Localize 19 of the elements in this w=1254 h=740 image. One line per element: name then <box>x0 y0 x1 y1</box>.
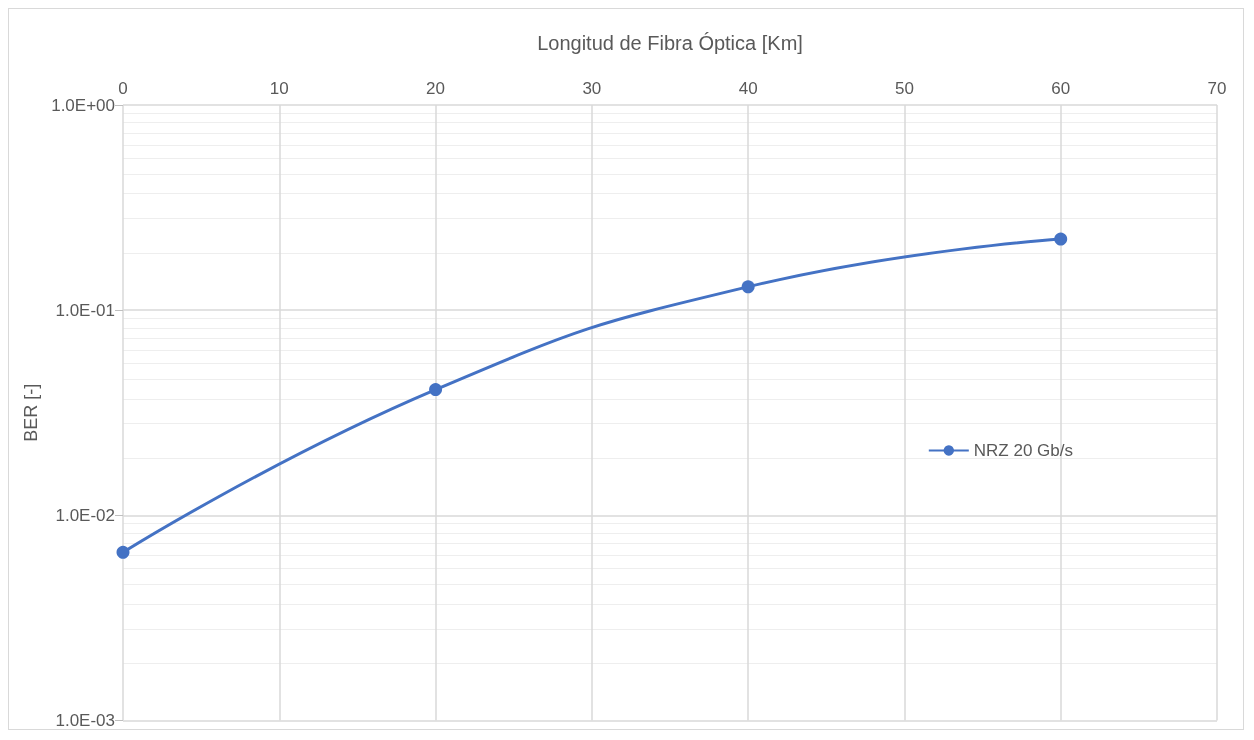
x-tick-label: 40 <box>738 79 758 98</box>
y-tick-label: 1.0E-03 <box>55 711 115 730</box>
point <box>429 383 443 397</box>
x-tick-label: 60 <box>1051 79 1071 98</box>
point <box>116 545 130 559</box>
y-tick-label: 1.0E-01 <box>55 300 115 320</box>
y-axis-title: BER [-] <box>21 383 42 442</box>
x-tick-label: 50 <box>894 79 914 98</box>
x-tick-label: 10 <box>269 79 289 98</box>
x-tick-label: 30 <box>582 79 602 98</box>
y-tick-label: 1.0E+00 <box>51 95 115 115</box>
x-tick-label: 70 <box>1207 79 1227 98</box>
x-tick-label: 20 <box>426 79 446 98</box>
point <box>1054 232 1068 246</box>
x-axis-title: Longitud de Fibra Óptica [Km] <box>537 32 803 54</box>
point <box>741 280 755 294</box>
x-tick-label: 0 <box>118 79 128 98</box>
legend-label: NRZ 20 Gb/s <box>973 441 1074 460</box>
y-tick-label: 1.0E-02 <box>55 505 115 525</box>
